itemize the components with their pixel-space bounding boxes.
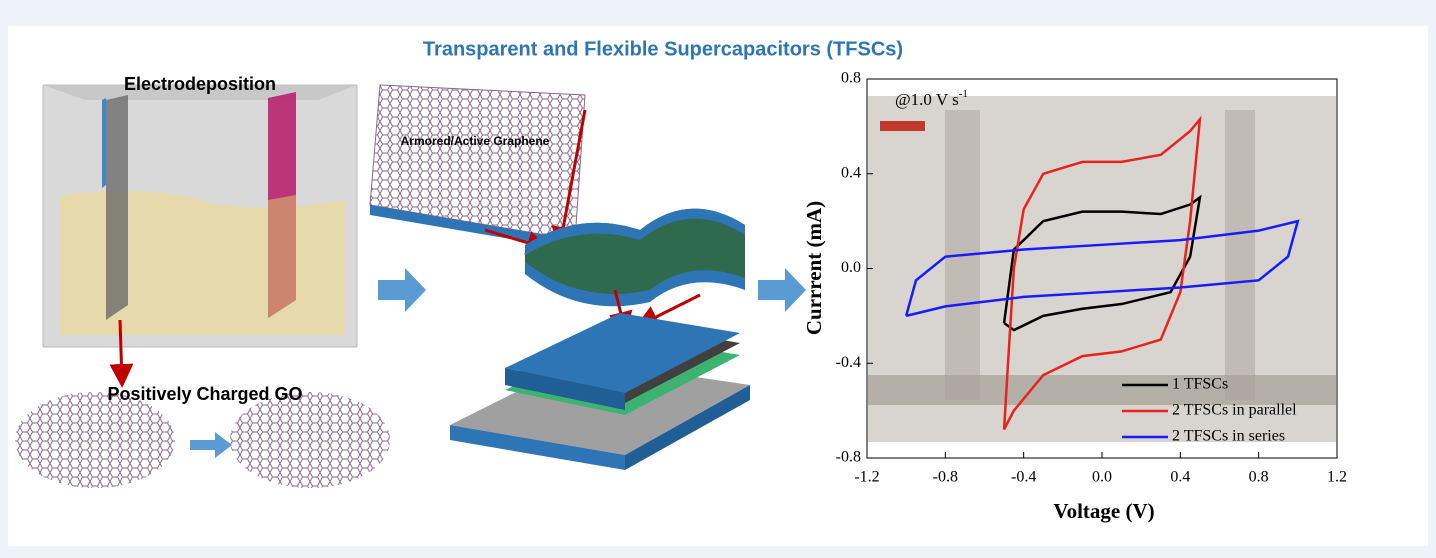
x-tick-label: -0.8 [933,469,958,486]
legend-label: 2 TFSCs in parallel [1172,402,1297,419]
cv-curve [1002,115,1202,431]
device [525,208,745,307]
x-tick-label: 0.0 [1092,469,1112,486]
x-tick-label: 1.2 [1327,469,1347,486]
tape [868,375,1336,405]
label: Positively Charged GO [107,384,302,404]
go-sheets [15,392,390,488]
label: Electrodeposition [124,74,276,94]
arrow [109,319,134,388]
x-tick-label: -1.2 [854,469,879,486]
annotation: @1.0 V s-1 [895,88,968,109]
x-tick-label: 0.4 [1170,469,1190,486]
y-tick-label: 0.8 [841,70,861,87]
annotation-sup: -1 [959,88,968,100]
label: Armored/Active Graphene [401,134,550,148]
stack [450,313,750,470]
y-axis-label: Currrent (mA) [802,201,826,335]
legend-label: 1 TFSCs [1172,376,1228,393]
arrow [378,268,426,312]
tape [1225,110,1255,400]
x-tick-label: 0.8 [1249,469,1269,486]
cv-curve [1002,194,1202,332]
legend-label: 2 TFSCs in series [1172,428,1285,445]
x-tick-label: -0.4 [1011,469,1036,486]
y-tick-label: 0.0 [841,259,861,276]
annotation-text: @1.0 V s [895,90,959,109]
cv-curve [904,219,1300,318]
arrow [758,268,806,312]
beaker [42,84,358,348]
title: Transparent and Flexible Supercapacitors… [423,38,903,60]
arrow [551,109,587,251]
clip [880,121,925,131]
y-tick-label: -0.4 [836,354,861,371]
x-axis-label: Voltage (V) [1053,499,1154,523]
y-tick-label: 0.4 [841,164,861,181]
graphene-sheet [369,84,586,250]
y-tick-label: -0.8 [836,449,861,466]
